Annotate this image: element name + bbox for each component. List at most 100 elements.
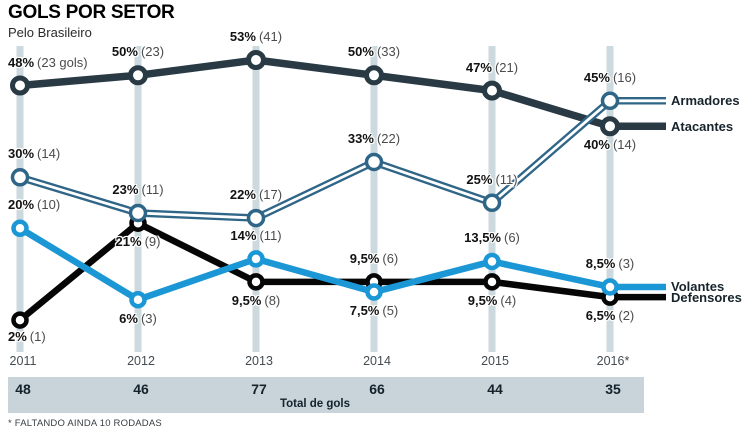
x-axis-label: 2012 [127,354,155,368]
point-label-volantes: 14% (11) [230,227,282,243]
data-point-marker-volantes [601,278,619,296]
gridline-bar [252,46,260,352]
point-label-count: (3) [140,310,157,326]
data-point-marker-atacantes [128,65,148,86]
data-point-marker-atacantes [600,116,620,137]
data-point-marker-defensores [11,311,29,329]
gridline-bar [134,46,142,352]
point-label-count: (3) [618,255,635,271]
point-label-percent: 13,5% [464,230,501,246]
legend-label-armadores: Armadores [671,93,740,109]
point-label-count: (6) [382,250,399,266]
point-label-count: (23 gols) [37,54,88,70]
point-label-percent: 30% [8,146,35,162]
total-goals-value: 66 [369,381,385,397]
data-point-marker-volantes [247,250,265,268]
total-goals-value: 48 [15,381,31,397]
point-label-defensores: 9,5% (8) [231,292,281,308]
point-label-percent: 33% [347,131,374,146]
legend-label-atacantes: Atacantes [671,118,734,134]
point-label-count: (23) [140,44,165,60]
point-label-percent: 21% [115,234,142,250]
data-point-marker-volantes [11,219,29,238]
chart-footnote: * FALTANDO AINDA 10 RODADAS [8,418,162,429]
point-label-volantes: 6% (3) [119,310,157,326]
point-label-count: (22) [376,131,401,146]
point-label-defensores: 21% (9) [116,235,161,249]
point-label-count: (5) [382,303,399,319]
point-label-count: (9) [144,234,161,250]
point-label-count: (4) [500,292,517,308]
point-label-percent: 48% [8,54,35,70]
point-label-atacantes: 48% (23 gols) [8,54,88,70]
point-label-volantes: 20% (10) [8,198,60,212]
point-label-percent: 25% [466,171,493,187]
point-label-percent: 9,5% [231,292,262,308]
total-goals-value: 77 [251,381,267,397]
data-point-marker-armadores [128,203,148,223]
point-label-count: (10) [37,197,61,213]
point-label-percent: 6% [119,310,138,326]
point-label-armadores: 23% (11) [112,183,163,197]
point-label-percent: 7,5% [349,303,380,319]
data-point-marker-armadores [364,152,384,172]
point-label-percent: 47% [465,59,492,75]
gridline-bar [370,46,378,352]
totals-band [8,377,644,413]
point-label-count: (6) [503,230,520,246]
x-axis-label: 2011 [9,354,37,368]
point-label-count: (11) [141,182,164,197]
point-label-percent: 22% [229,187,256,203]
series-line-atacantes [19,56,666,131]
point-label-atacantes: 53% (41) [230,30,282,44]
point-label-armadores: 33% (22) [348,132,400,146]
point-label-percent: 50% [111,44,138,60]
data-point-marker-atacantes [482,80,502,101]
point-label-count: (14) [612,137,637,153]
point-label-count: (11) [259,227,282,243]
page-title: GOLS POR SETOR [8,2,175,23]
point-label-count: (2) [618,308,635,324]
point-label-atacantes: 50% (33) [348,45,400,59]
point-label-percent: 2% [8,329,27,345]
legend-label-volantes: Volantes [671,279,725,295]
point-label-percent: 40% [583,137,610,153]
point-label-count: (14) [37,146,61,162]
data-point-marker-atacantes [10,75,30,96]
point-label-percent: 9,5% [349,250,380,266]
data-point-marker-armadores [10,168,30,187]
point-label-volantes: 13,5% (6) [464,231,520,245]
gridline-bar [606,46,614,352]
point-label-count: (17) [258,187,283,203]
data-point-marker-defensores [483,273,501,291]
point-label-atacantes: 50% (23) [112,45,164,59]
point-label-armadores: 25% (11) [466,171,518,187]
x-axis-label: 2016* [596,354,630,368]
x-axis-label: 2015 [481,354,509,368]
point-label-defensores: 6,5% (2) [586,309,635,323]
point-label-volantes: 8,5% (3) [586,255,635,271]
point-label-percent: 6,5% [585,308,616,324]
point-label-count: (11) [495,171,518,187]
chart-subtitle: Pelo Brasileiro [8,25,92,40]
point-label-percent: 9,5% [467,292,498,308]
point-label-count: (21) [494,59,519,75]
data-point-marker-armadores [246,208,266,228]
point-label-count: (41) [258,29,283,44]
data-point-marker-armadores [600,91,620,111]
totals-caption: Total de gols [279,398,351,410]
data-point-marker-atacantes [246,50,266,70]
point-label-armadores: 45% (16) [584,70,636,85]
point-label-volantes: 7,5% (5) [350,304,399,318]
point-label-count: (1) [29,329,46,345]
point-label-percent: 50% [347,44,374,60]
total-goals-value: 46 [133,381,149,397]
point-label-defensores: 2% (1) [8,330,46,344]
total-goals-value: 35 [605,381,621,397]
data-point-marker-armadores [482,193,502,213]
x-axis-label: 2014 [363,354,391,368]
gridline-bar [16,46,24,352]
point-label-percent: 53% [229,29,256,44]
